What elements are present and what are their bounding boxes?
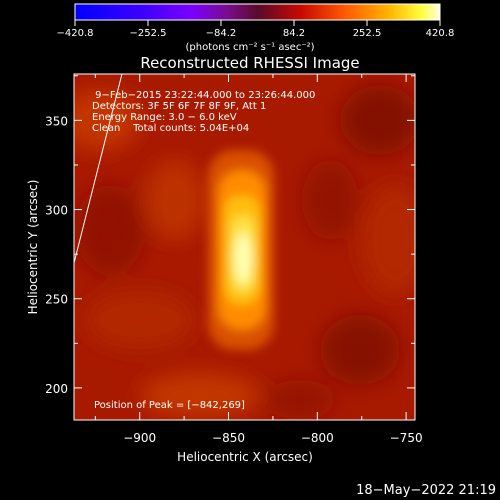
colorbar-tick-label: 84.2 <box>283 28 305 39</box>
colorbar-ticks: −420.8 −252.5 −84.2 84.2 252.5 420.8 <box>56 20 454 39</box>
colorbar-tick-label: −252.5 <box>129 28 166 39</box>
x-tick-label: −850 <box>212 431 245 445</box>
solar-limb-line <box>74 74 123 264</box>
colorbar-tick-label: −84.2 <box>206 28 237 39</box>
colorbar-tick-label: 252.5 <box>353 28 382 39</box>
y-axis-label: Heliocentric Y (arcsec) <box>26 180 40 315</box>
annotation-energy-range: Energy Range: 3.0 − 6.0 keV <box>92 112 237 123</box>
y-tick-label: 250 <box>45 293 68 307</box>
x-tick-label: −750 <box>390 431 423 445</box>
chart-title: Reconstructed RHESSI Image <box>140 54 359 72</box>
annotation-detectors: Detectors: 3F 5F 6F 7F 8F 9F, Att 1 <box>92 101 266 112</box>
footer-timestamp: 18−May−2022 21:19 <box>356 483 496 498</box>
axis-ticks: −900 −850 −800 −750 200 250 300 350 <box>45 74 423 445</box>
x-axis-label: Heliocentric X (arcsec) <box>177 450 313 464</box>
colorbar-tick-label: −420.8 <box>56 28 93 39</box>
y-tick-label: 350 <box>45 114 68 128</box>
y-tick-label: 200 <box>45 382 68 396</box>
x-tick-label: −900 <box>123 431 156 445</box>
y-tick-label: 300 <box>45 204 68 218</box>
x-tick-label: −800 <box>301 431 334 445</box>
annotation-peak-position: Position of Peak = [−842,269] <box>94 400 245 411</box>
heatmap-image <box>74 74 415 420</box>
colorbar <box>74 3 441 21</box>
colorbar-tick-label: 420.8 <box>426 28 455 39</box>
annotation-time-range: 9−Feb−2015 23:22:44.000 to 23:26:44.000 <box>92 90 315 101</box>
colorbar-unit-label: (photons cm⁻² s⁻¹ asec⁻²) <box>185 42 314 53</box>
annotation-clean-total-counts: Clean Total counts: 5.04E+04 <box>92 123 249 134</box>
plot-frame <box>73 73 416 421</box>
